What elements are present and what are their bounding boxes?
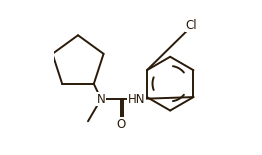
Text: Cl: Cl xyxy=(186,19,198,32)
Text: N: N xyxy=(97,93,105,106)
Text: HN: HN xyxy=(128,93,145,106)
Text: O: O xyxy=(116,118,126,131)
